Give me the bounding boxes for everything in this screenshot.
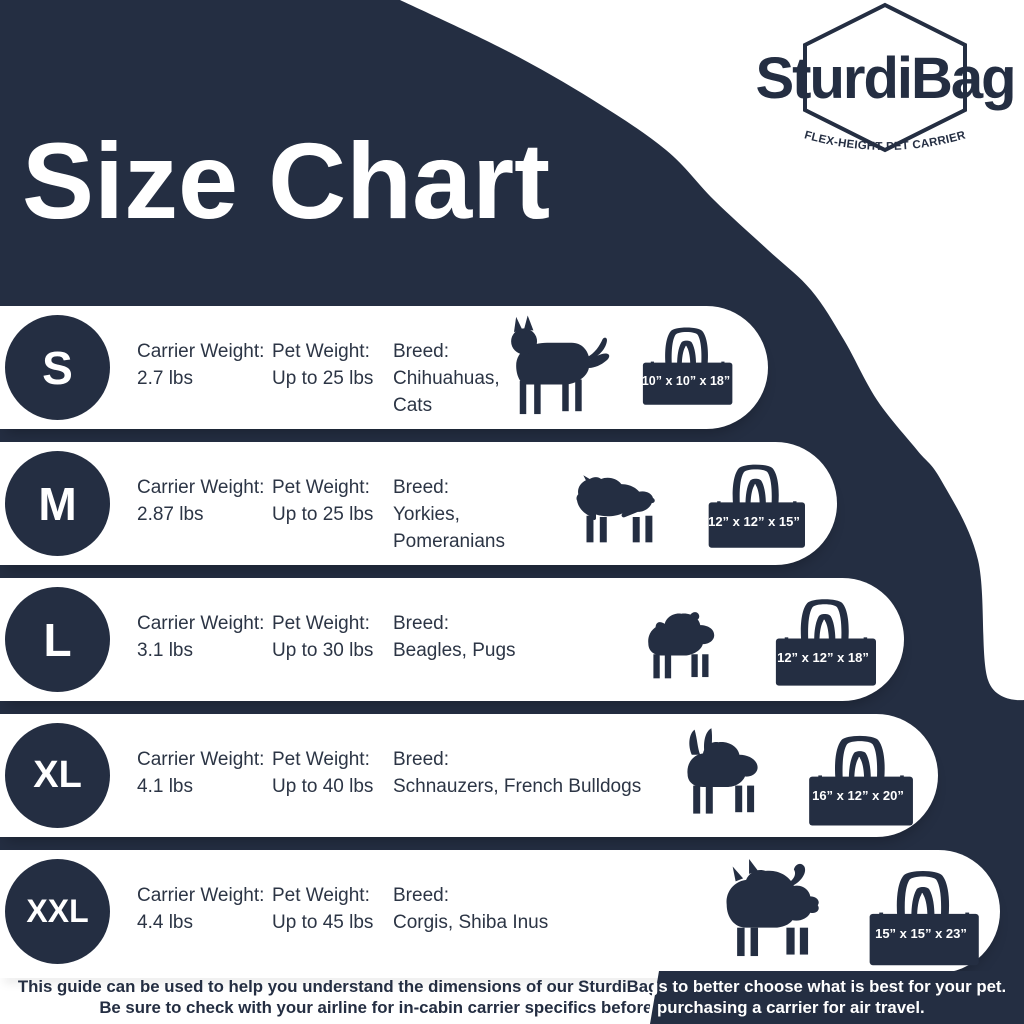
svg-text:SturdiBag: SturdiBag — [755, 46, 1014, 111]
svg-text:FLEX-HEIGHT PET CARRIER: FLEX-HEIGHT PET CARRIER — [803, 129, 968, 153]
